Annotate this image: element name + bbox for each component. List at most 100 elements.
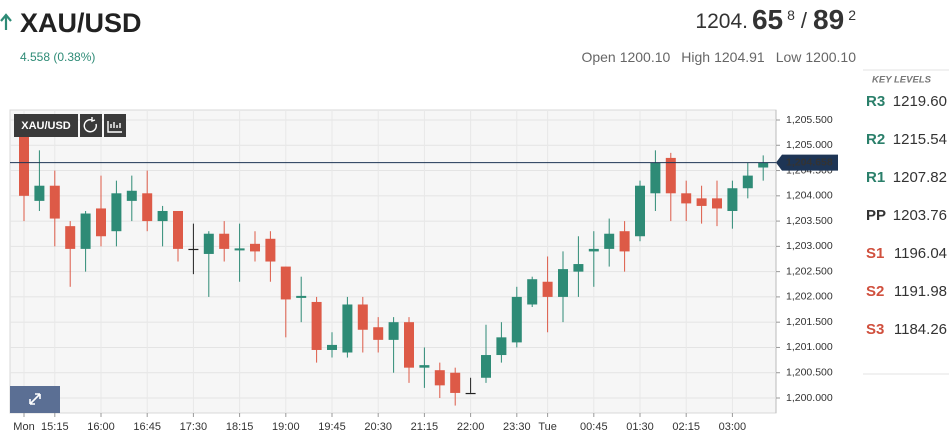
low-value: 1200.10 (805, 49, 856, 65)
candle-body (635, 185, 645, 237)
y-tick-label: 1,202.000 (786, 291, 833, 303)
level-value: 1207.82 (893, 169, 947, 186)
candle-body (542, 281, 553, 297)
plot (10, 110, 776, 413)
current-price-tag (776, 154, 838, 171)
candle-body (80, 213, 91, 249)
level-label: S2 (866, 283, 884, 300)
open-label: Open (581, 49, 615, 65)
candle-body (357, 304, 368, 330)
x-tick-label: 16:45 (133, 421, 161, 433)
candle-body (250, 243, 260, 252)
x-tick-label: 17:30 (180, 421, 208, 433)
x-tick-label: 01:30 (626, 421, 654, 433)
x-tick-label: 03:00 (719, 421, 747, 433)
ohl: Open 1200.10 High 1204.91 Low 1200.10 (581, 49, 856, 65)
candle-body (296, 295, 307, 298)
bid-big: 1204. (695, 10, 748, 33)
level-label: PP (866, 207, 886, 224)
candle-body (496, 337, 507, 356)
settings-button[interactable] (104, 114, 126, 137)
y-tick-label: 1,201.000 (786, 341, 833, 353)
x-tick-label: 19:45 (318, 421, 346, 433)
level-value: 1219.60 (893, 93, 947, 110)
y-tick-label: 1,204.000 (786, 190, 833, 202)
y-tick-label: 1,200.500 (786, 366, 833, 378)
level-value: 1215.54 (893, 131, 947, 148)
candle-body (19, 127, 29, 196)
candle-body (34, 185, 45, 201)
plot-area (9, 109, 777, 414)
x-tick-label: 00:45 (580, 421, 608, 433)
x-tick-label: 19:00 (272, 421, 300, 433)
candle-body (619, 231, 630, 252)
refresh-icon (83, 117, 97, 133)
candle-body (203, 233, 214, 254)
x-tick-label: 22:00 (457, 421, 485, 433)
open-value: 1200.10 (620, 49, 671, 65)
y-tick-label: 1,203.000 (786, 240, 833, 252)
level-label: R2 (866, 131, 885, 148)
x-tick-label: 20:30 (364, 421, 392, 433)
symbol: XAU/USD (20, 8, 142, 38)
x-tick-label: Mon (13, 421, 34, 433)
symbol-badge-bg (14, 114, 78, 137)
candle-body (604, 233, 615, 249)
candle-body (419, 365, 430, 368)
symbol-badge: XAU/USD (21, 120, 71, 132)
level-value: 1191.98 (894, 283, 947, 300)
candle-body (742, 175, 753, 189)
level-value: 1203.76 (893, 207, 947, 224)
candle-body (511, 296, 522, 343)
x-tick-label: 23:30 (503, 421, 531, 433)
candle-body (388, 322, 399, 340)
candle-body (96, 208, 106, 237)
candle-body (450, 372, 461, 393)
current-price-label: 1,204.658 (786, 156, 833, 168)
y-tick-label: 1,205.000 (786, 139, 833, 151)
candle-body (188, 248, 199, 251)
candle-body (126, 190, 137, 201)
chart-icon (107, 121, 122, 133)
level-label: S3 (866, 321, 884, 338)
x-tick-label: 18:15 (226, 421, 254, 433)
x-tick-label: 02:15 (672, 421, 700, 433)
candle-body (142, 193, 153, 222)
high-value: 1204.91 (714, 49, 765, 65)
bid-pips: 65 (752, 4, 783, 35)
x-tick-label: 16:00 (87, 421, 115, 433)
expand-icon (29, 393, 41, 405)
level-label: S1 (866, 245, 884, 262)
candle-body (650, 162, 661, 194)
candle-body (588, 248, 599, 252)
y-tick-label: 1,205.500 (786, 114, 833, 126)
change: 4.558 (0.38%) (20, 50, 95, 64)
candle-body (173, 210, 183, 249)
y-tick-label: 1,201.500 (786, 316, 833, 328)
key-levels-title: KEY LEVELS (872, 75, 932, 86)
level-value: 1196.04 (894, 245, 947, 262)
candle-body (219, 233, 230, 249)
candle-body (573, 264, 584, 272)
x-tick-label: 15:15 (41, 421, 69, 433)
candle-body (696, 198, 707, 206)
price: 1204. 65 8 /89 2 (695, 4, 856, 35)
candle-body (373, 327, 384, 340)
candle-body (481, 355, 491, 378)
separator: / (801, 8, 808, 33)
candle-body (727, 188, 738, 211)
ask-pips: 89 (813, 4, 844, 35)
x-tick-label: 21:15 (411, 421, 439, 433)
candle-body (234, 248, 245, 251)
candle-body (65, 226, 76, 249)
refresh-button[interactable] (80, 114, 102, 137)
level-label: R3 (866, 93, 885, 110)
y-tick-label: 1,202.500 (786, 265, 833, 277)
candle-body (342, 304, 353, 353)
level-value: 1184.26 (894, 321, 947, 338)
candle-body (111, 193, 122, 232)
candle-body (265, 238, 276, 262)
candle-body (280, 266, 291, 300)
